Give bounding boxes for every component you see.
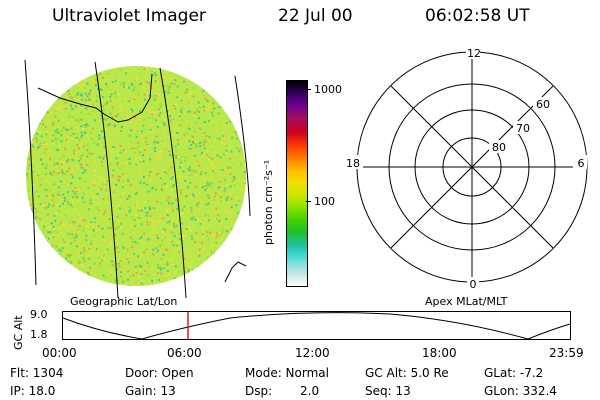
timeline-x-tick-0600: 06:00	[167, 346, 202, 360]
timeline-x-tick-1200: 12:00	[295, 346, 330, 360]
status-gc-alt: GC Alt: 5.0 Re	[365, 366, 449, 380]
mlat-label-60: 60	[536, 98, 550, 111]
status-dsp-value: 2.0	[300, 384, 320, 398]
status-glat: GLat: -7.2	[484, 366, 544, 380]
mlt-label-6: 6	[578, 157, 585, 170]
timeline-x-tick-1800: 18:00	[422, 346, 457, 360]
mlat-label-70: 70	[516, 122, 530, 135]
timeline-plot	[62, 311, 571, 340]
geographic-grid-lines	[24, 59, 251, 299]
timeline-right-title: Apex MLat/MLT	[425, 295, 508, 308]
mlt-label-0: 0	[470, 278, 477, 291]
status-gain: Gain: 13	[125, 384, 176, 398]
uv-image-panel	[24, 59, 251, 299]
status-flight: Flt: 1304	[10, 366, 64, 380]
colorbar	[286, 80, 308, 287]
mlt-label-12: 12	[467, 47, 481, 60]
instrument-title: Ultraviolet Imager	[52, 6, 206, 26]
time-label: 06:02:58 UT	[425, 6, 530, 26]
mlt-label-18: 18	[346, 157, 360, 170]
timeline-x-tick-0000: 00:00	[42, 346, 77, 360]
status-glon: GLon: 332.4	[484, 384, 557, 398]
timeline-x-tick-2359: 23:59	[549, 346, 584, 360]
mlat-label-80: 80	[492, 141, 506, 154]
timeline-y-axis-label: GC Alt	[12, 315, 25, 350]
altitude-curve	[62, 312, 571, 340]
colorbar-tick-label-100: 100	[314, 195, 335, 208]
uv-image-disk	[26, 66, 246, 286]
status-mode: Mode: Normal	[245, 366, 329, 380]
colorbar-unit-label: photon cm⁻²s⁻¹	[262, 159, 275, 245]
polar-axis-diagonal-2	[390, 85, 554, 249]
colorbar-tick-100	[306, 201, 311, 202]
colorbar-tick-1000	[306, 89, 311, 90]
timeline-y-tick-1-8: 1.8	[30, 328, 48, 341]
status-door: Door: Open	[125, 366, 194, 380]
colorbar-tick-label-1000: 1000	[314, 83, 342, 96]
polar-plot: 12 18 6 0 60 70 80	[341, 47, 588, 291]
status-seq: Seq: 13	[365, 384, 411, 398]
timeline-left-title: Geographic Lat/Lon	[70, 295, 178, 308]
timeline-y-tick-9: 9.0	[30, 308, 48, 321]
status-ip: IP: 18.0	[10, 384, 56, 398]
date-label: 22 Jul 00	[278, 6, 353, 26]
timeline-frame	[62, 311, 571, 340]
status-dsp-label: Dsp:	[245, 384, 273, 398]
